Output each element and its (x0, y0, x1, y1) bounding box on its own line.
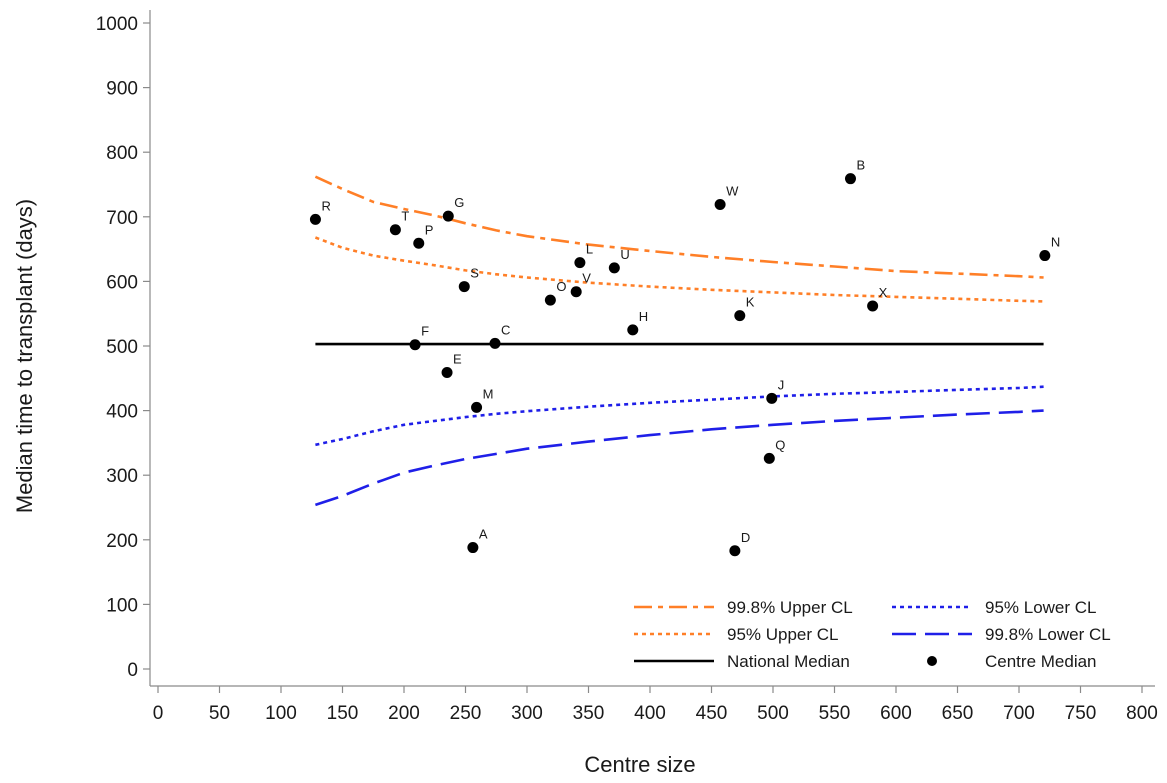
legend-label: Centre Median (985, 652, 1097, 671)
point-label: X (879, 285, 888, 300)
x-tick-label: 750 (1065, 703, 1097, 724)
point-label: O (556, 279, 566, 294)
centre-point-r (309, 213, 321, 225)
point-label: V (582, 271, 591, 286)
centre-point-t (389, 224, 401, 236)
centre-point-f (409, 339, 421, 351)
y-tick-label: 200 (106, 531, 138, 552)
point-label: G (454, 195, 464, 210)
x-tick-label: 250 (450, 703, 482, 724)
legend-label: 95% Upper CL (727, 625, 839, 644)
centre-point-o (544, 294, 556, 306)
centre-point-b (844, 173, 856, 185)
centre-point-u (608, 262, 620, 274)
centre-point-q (763, 452, 775, 464)
centre-point-s (458, 281, 470, 293)
centre-point-e (441, 366, 453, 378)
centre-point-d (729, 545, 741, 557)
axes: 0 50 100 150 200 250 300 350 400 450 500 550 600 650 7… (96, 10, 1158, 724)
x-tick-label: 400 (634, 703, 666, 724)
point-label: K (746, 295, 755, 310)
x-tick-label: 150 (327, 703, 359, 724)
x-tick-label: 500 (757, 703, 789, 724)
centre-point-l (574, 257, 586, 269)
centre-point-n (1039, 250, 1051, 262)
point-label: P (425, 222, 434, 237)
y-tick-label: 1000 (96, 14, 138, 35)
series-line-95-lower-cl (315, 385, 1044, 447)
point-label: L (586, 242, 593, 257)
series-line-99-8-upper-cl (314, 175, 1044, 279)
x-tick-label: 200 (388, 703, 420, 724)
point-label: S (470, 266, 479, 281)
x-tick-label: 450 (696, 703, 728, 724)
x-tick-label: 50 (209, 703, 230, 724)
x-axis-title: Centre size (584, 752, 695, 777)
x-tick-label: 650 (942, 703, 974, 724)
y-tick-label: 900 (106, 79, 138, 100)
point-label: E (453, 351, 462, 366)
x-tick-label: 700 (1003, 703, 1035, 724)
series-line-99-8-lower-cl (314, 409, 1044, 507)
centre-point-w (714, 199, 726, 211)
centre-point-a (467, 542, 479, 554)
legend-label: 99.8% Upper CL (727, 598, 853, 617)
series-line-95-upper-cl (314, 236, 1044, 303)
point-label: B (856, 158, 865, 173)
x-tick-label: 600 (880, 703, 912, 724)
legend-label: National Median (727, 652, 850, 671)
x-tick-label: 300 (511, 703, 543, 724)
legend: 99.8% Upper CL 95% Lower CL 95% Upper CL 99… (634, 598, 1111, 671)
point-label: M (483, 386, 494, 401)
confidence-lines (314, 175, 1044, 507)
point-label: N (1051, 235, 1060, 250)
centre-point-c (489, 337, 501, 349)
point-label: D (741, 530, 750, 545)
x-tick-label: 0 (153, 703, 164, 724)
y-tick-label: 100 (106, 595, 138, 616)
y-tick-label: 600 (106, 272, 138, 293)
centre-point-m (471, 401, 483, 413)
point-label: U (620, 247, 629, 262)
y-tick-label: 400 (106, 402, 138, 423)
point-label: T (401, 209, 409, 224)
point-label: R (321, 198, 330, 213)
x-tick-label: 800 (1126, 703, 1158, 724)
centre-point-j (766, 392, 778, 404)
centre-point-k (734, 310, 746, 322)
centre-point-x (867, 300, 879, 312)
x-tick-label: 550 (819, 703, 851, 724)
legend-label: 95% Lower CL (985, 598, 1097, 617)
centre-point-g (442, 210, 454, 222)
y-tick-label: 500 (106, 337, 138, 358)
point-label: C (501, 322, 510, 337)
centre-points: A B C D E F G H J K L M N O P Q R S T U V W X (309, 158, 1060, 557)
x-tick-label: 100 (265, 703, 297, 724)
y-tick-label: 700 (106, 208, 138, 229)
point-label: W (726, 184, 739, 199)
point-label: A (479, 527, 488, 542)
point-label: H (639, 309, 648, 324)
point-label: J (778, 377, 785, 392)
x-tick-label: 350 (573, 703, 605, 724)
y-tick-label: 800 (106, 143, 138, 164)
legend-marker (927, 656, 937, 666)
y-axis-title: Median time to transplant (days) (12, 199, 37, 513)
point-label: F (421, 324, 429, 339)
legend-label: 99.8% Lower CL (985, 625, 1111, 644)
centre-point-p (413, 237, 425, 249)
y-tick-label: 0 (127, 660, 138, 681)
y-tick-label: 300 (106, 466, 138, 487)
centre-point-v (570, 286, 582, 298)
centre-point-h (627, 324, 639, 336)
point-label: Q (775, 437, 785, 452)
